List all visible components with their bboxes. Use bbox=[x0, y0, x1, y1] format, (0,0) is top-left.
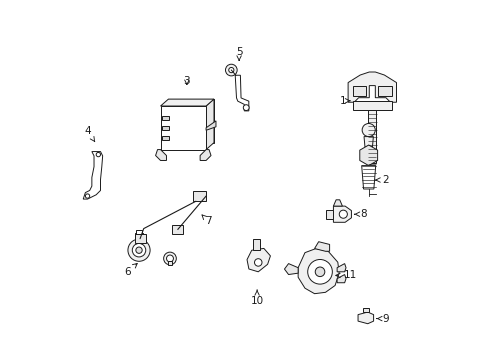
Circle shape bbox=[85, 194, 89, 198]
Polygon shape bbox=[235, 75, 248, 111]
Bar bbox=[134, 234, 145, 243]
Circle shape bbox=[362, 123, 374, 136]
Text: 8: 8 bbox=[354, 209, 366, 219]
Circle shape bbox=[96, 152, 101, 157]
Bar bbox=[136, 230, 142, 234]
Circle shape bbox=[243, 105, 248, 111]
Circle shape bbox=[254, 259, 262, 266]
Text: 5: 5 bbox=[235, 47, 242, 60]
Polygon shape bbox=[155, 150, 166, 161]
Bar bbox=[367, 110, 376, 163]
Circle shape bbox=[136, 247, 142, 253]
Text: 1: 1 bbox=[340, 96, 349, 106]
Text: 9: 9 bbox=[376, 314, 388, 324]
Bar bbox=[325, 210, 333, 219]
Circle shape bbox=[228, 67, 233, 73]
Polygon shape bbox=[205, 99, 214, 150]
Polygon shape bbox=[336, 264, 346, 272]
Circle shape bbox=[339, 210, 346, 218]
Polygon shape bbox=[246, 248, 270, 272]
Polygon shape bbox=[333, 206, 351, 222]
Polygon shape bbox=[83, 152, 102, 199]
Circle shape bbox=[307, 260, 332, 284]
Polygon shape bbox=[347, 72, 396, 102]
Text: 2: 2 bbox=[375, 175, 388, 185]
Text: 7: 7 bbox=[202, 215, 211, 226]
Polygon shape bbox=[160, 99, 214, 106]
Bar bbox=[162, 126, 169, 130]
Polygon shape bbox=[359, 145, 377, 166]
Bar bbox=[134, 233, 143, 239]
Text: 11: 11 bbox=[335, 270, 356, 280]
Text: 6: 6 bbox=[124, 264, 137, 277]
Bar bbox=[168, 99, 214, 143]
Polygon shape bbox=[205, 121, 216, 130]
Circle shape bbox=[128, 239, 150, 261]
Polygon shape bbox=[298, 248, 339, 294]
Circle shape bbox=[166, 255, 173, 262]
Text: 3: 3 bbox=[183, 76, 190, 86]
Polygon shape bbox=[284, 264, 298, 275]
Polygon shape bbox=[200, 150, 211, 161]
Bar bbox=[252, 239, 260, 250]
Bar bbox=[162, 116, 169, 120]
Circle shape bbox=[225, 64, 237, 76]
Bar bbox=[362, 307, 368, 312]
Polygon shape bbox=[357, 312, 373, 324]
Bar bbox=[193, 191, 205, 201]
Polygon shape bbox=[363, 136, 373, 147]
Polygon shape bbox=[333, 200, 342, 206]
Polygon shape bbox=[336, 275, 346, 283]
Bar bbox=[352, 102, 391, 110]
Bar bbox=[167, 261, 172, 265]
Bar bbox=[378, 86, 391, 96]
Circle shape bbox=[315, 267, 324, 276]
Circle shape bbox=[132, 243, 145, 257]
Text: 4: 4 bbox=[84, 126, 95, 141]
Polygon shape bbox=[314, 242, 329, 251]
Text: 10: 10 bbox=[250, 290, 263, 306]
Bar bbox=[172, 225, 183, 234]
Circle shape bbox=[163, 252, 176, 265]
Bar bbox=[162, 136, 169, 140]
Bar bbox=[352, 86, 366, 96]
Bar bbox=[160, 106, 205, 150]
Polygon shape bbox=[361, 166, 375, 189]
